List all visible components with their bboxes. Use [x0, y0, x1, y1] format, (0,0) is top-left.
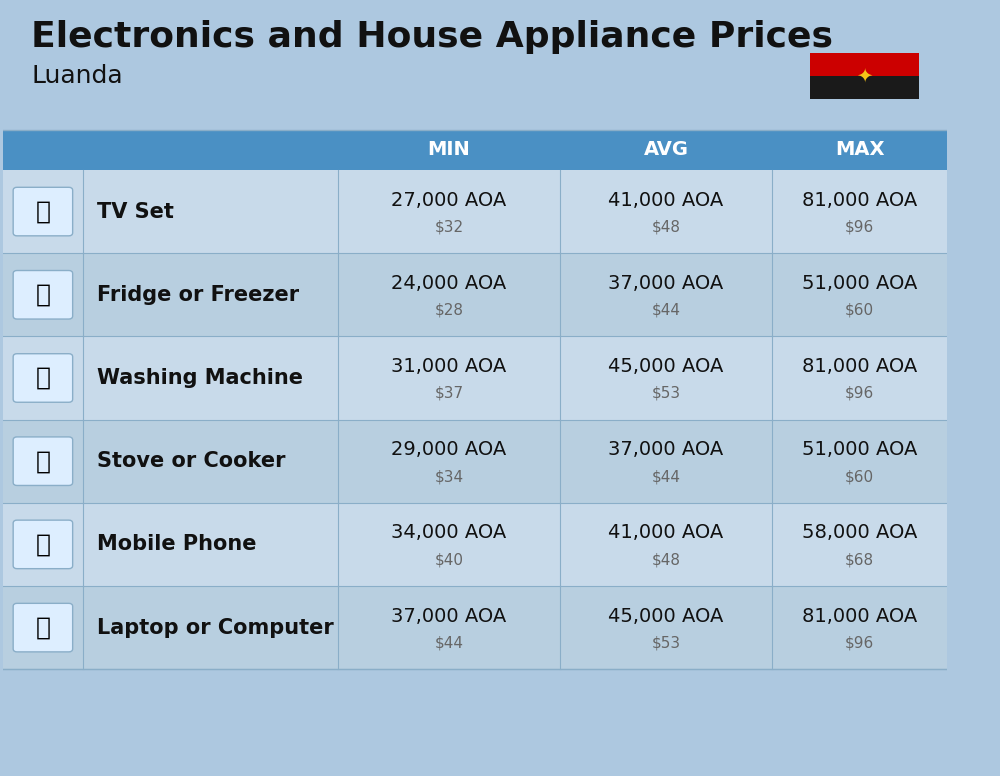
Text: Washing Machine: Washing Machine	[97, 368, 303, 388]
FancyBboxPatch shape	[13, 520, 73, 569]
FancyBboxPatch shape	[810, 76, 919, 99]
Text: 51,000 AOA: 51,000 AOA	[802, 274, 917, 293]
Text: 📺: 📺	[35, 199, 50, 223]
Text: $37: $37	[434, 386, 463, 401]
Text: 27,000 AOA: 27,000 AOA	[391, 191, 507, 210]
Text: 31,000 AOA: 31,000 AOA	[391, 357, 507, 376]
Text: 51,000 AOA: 51,000 AOA	[802, 440, 917, 459]
Text: 29,000 AOA: 29,000 AOA	[391, 440, 507, 459]
Text: ✦: ✦	[856, 67, 873, 85]
Text: 45,000 AOA: 45,000 AOA	[608, 607, 724, 625]
Text: $48: $48	[652, 220, 681, 234]
FancyBboxPatch shape	[13, 354, 73, 402]
FancyBboxPatch shape	[3, 503, 947, 586]
Text: Mobile Phone: Mobile Phone	[97, 535, 257, 554]
Text: AVG: AVG	[644, 140, 689, 159]
Text: 41,000 AOA: 41,000 AOA	[608, 523, 724, 542]
FancyBboxPatch shape	[3, 170, 947, 253]
Text: 🧊: 🧊	[35, 282, 50, 307]
Text: Stove or Cooker: Stove or Cooker	[97, 451, 286, 471]
Text: 24,000 AOA: 24,000 AOA	[391, 274, 507, 293]
Text: 45,000 AOA: 45,000 AOA	[608, 357, 724, 376]
Text: $53: $53	[652, 636, 681, 650]
Text: Fridge or Freezer: Fridge or Freezer	[97, 285, 299, 305]
Text: $44: $44	[652, 303, 681, 317]
Text: 37,000 AOA: 37,000 AOA	[608, 440, 724, 459]
Text: Laptop or Computer: Laptop or Computer	[97, 618, 334, 638]
FancyBboxPatch shape	[3, 420, 947, 503]
FancyBboxPatch shape	[13, 603, 73, 652]
Text: TV Set: TV Set	[97, 202, 174, 222]
Text: MIN: MIN	[428, 140, 470, 159]
Text: $68: $68	[845, 553, 874, 567]
Text: $32: $32	[434, 220, 463, 234]
Text: $48: $48	[652, 553, 681, 567]
Text: 81,000 AOA: 81,000 AOA	[802, 191, 917, 210]
Text: $44: $44	[652, 469, 681, 484]
Text: 37,000 AOA: 37,000 AOA	[391, 607, 507, 625]
Text: $44: $44	[434, 636, 463, 650]
Text: $34: $34	[434, 469, 463, 484]
Text: $28: $28	[434, 303, 463, 317]
FancyBboxPatch shape	[3, 586, 947, 669]
Text: 🪔: 🪔	[35, 449, 50, 473]
Text: $96: $96	[845, 220, 874, 234]
FancyBboxPatch shape	[13, 271, 73, 319]
FancyBboxPatch shape	[3, 130, 947, 170]
Text: 💻: 💻	[35, 615, 50, 639]
Text: 37,000 AOA: 37,000 AOA	[608, 274, 724, 293]
Text: $96: $96	[845, 386, 874, 401]
FancyBboxPatch shape	[13, 437, 73, 486]
Text: $60: $60	[845, 469, 874, 484]
Text: $60: $60	[845, 303, 874, 317]
FancyBboxPatch shape	[810, 53, 919, 76]
Text: 📱: 📱	[35, 532, 50, 556]
FancyBboxPatch shape	[3, 253, 947, 336]
Text: 58,000 AOA: 58,000 AOA	[802, 523, 917, 542]
Text: 41,000 AOA: 41,000 AOA	[608, 191, 724, 210]
Text: $96: $96	[845, 636, 874, 650]
Text: Luanda: Luanda	[31, 64, 123, 88]
Text: $40: $40	[434, 553, 463, 567]
Text: 81,000 AOA: 81,000 AOA	[802, 357, 917, 376]
Text: 34,000 AOA: 34,000 AOA	[391, 523, 507, 542]
Text: 81,000 AOA: 81,000 AOA	[802, 607, 917, 625]
Text: Electronics and House Appliance Prices: Electronics and House Appliance Prices	[31, 20, 833, 54]
Text: 🧳: 🧳	[35, 366, 50, 390]
FancyBboxPatch shape	[3, 336, 947, 420]
FancyBboxPatch shape	[13, 187, 73, 236]
Text: $53: $53	[652, 386, 681, 401]
Text: MAX: MAX	[835, 140, 884, 159]
